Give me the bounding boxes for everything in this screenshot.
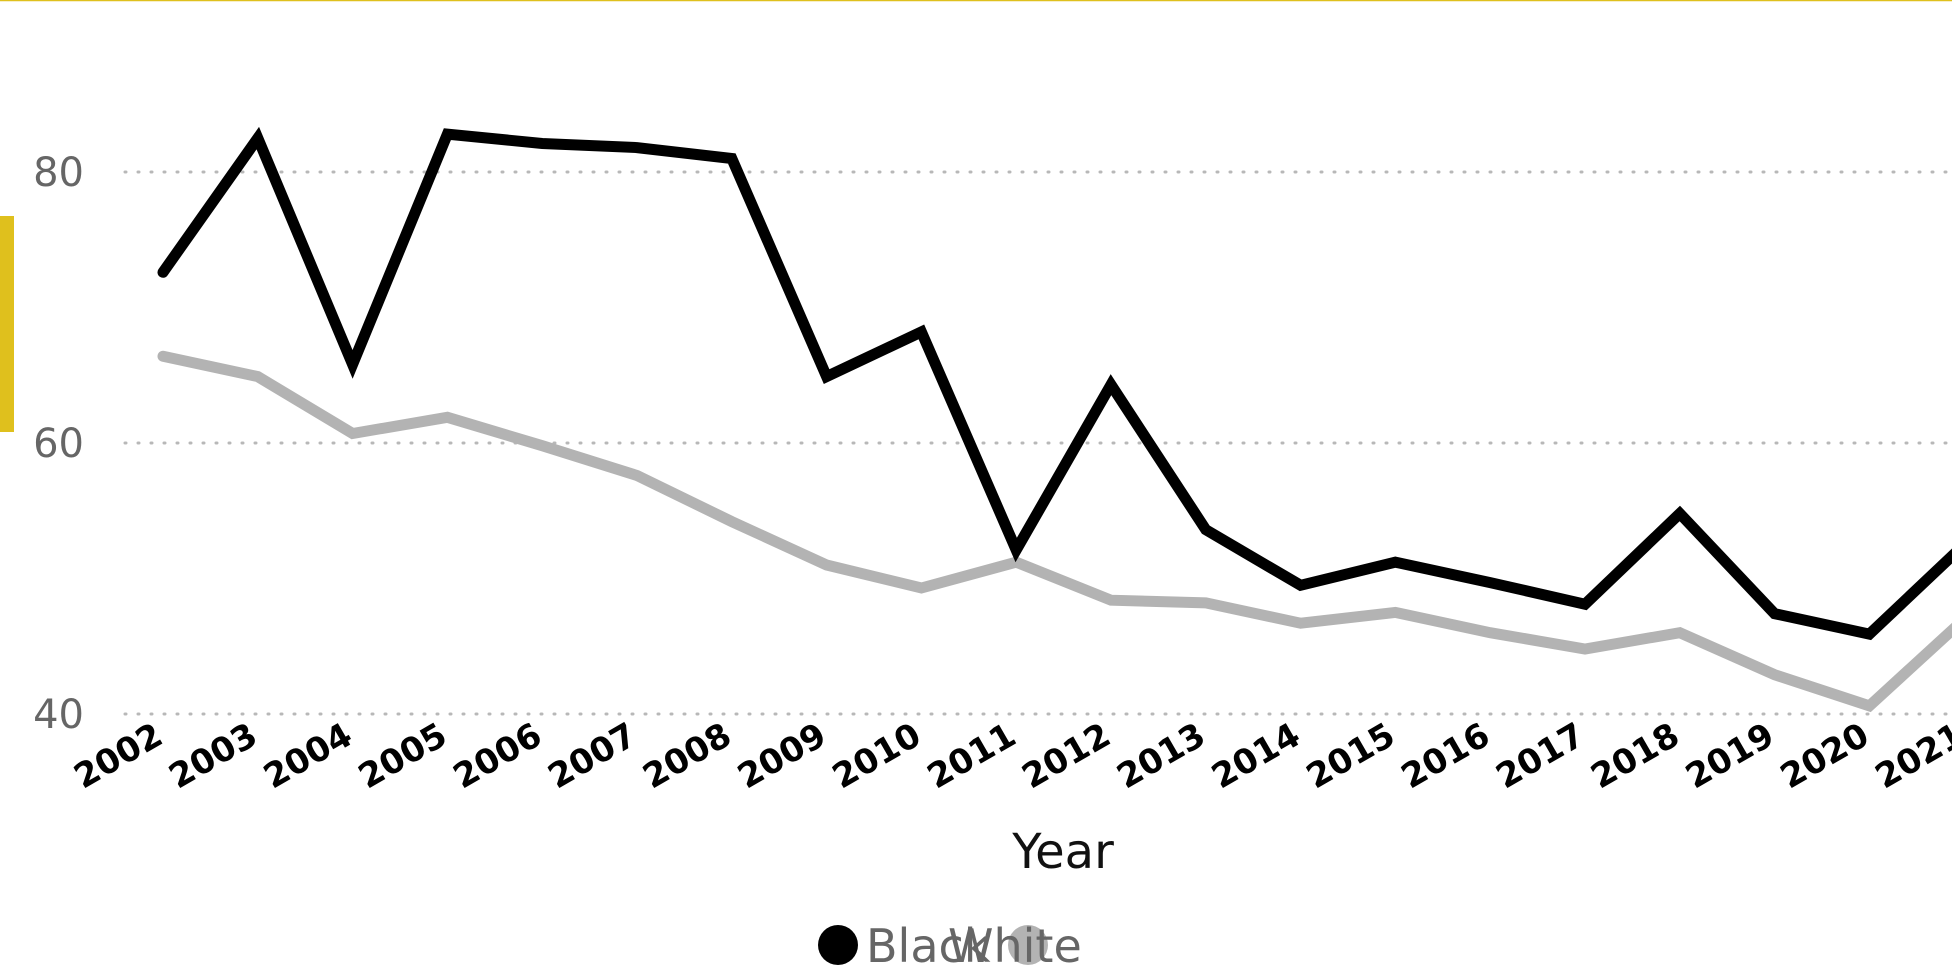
gridlines <box>123 170 1952 716</box>
x-tick-label: 2006 <box>447 715 549 797</box>
legend-swatch-black <box>818 925 858 965</box>
x-tick-label: 2016 <box>1395 715 1497 797</box>
x-tick-label: 2017 <box>1490 715 1592 797</box>
x-tick-label: 2019 <box>1679 715 1781 797</box>
legend-label-black: Black <box>866 919 991 971</box>
x-tick-label: 2008 <box>636 715 738 797</box>
x-tick-label: 2015 <box>1300 715 1402 797</box>
left-accent-marker <box>0 216 14 432</box>
x-tick-label: 2013 <box>1110 715 1212 797</box>
y-axis-ticks: 40 60 80 <box>33 150 84 738</box>
x-tick-label: 2014 <box>1205 715 1307 797</box>
x-tick-label: 2003 <box>162 715 264 797</box>
x-tick-label: 2007 <box>542 715 644 797</box>
x-axis-title: Year <box>1011 824 1114 880</box>
x-tick-label: 2010 <box>826 715 928 797</box>
x-axis-ticks: 2002200320042005200620072008200920102011… <box>68 715 1952 797</box>
legend-swatch-white <box>1008 925 1048 965</box>
x-tick-label: 2012 <box>1016 715 1118 797</box>
x-tick-label: 2021 <box>1869 715 1952 797</box>
y-tick-label: 40 <box>33 692 84 738</box>
x-tick-label: 2004 <box>257 715 359 797</box>
series-line-white <box>157 350 1952 713</box>
series-line-black <box>157 126 1952 641</box>
x-tick-label: 2011 <box>921 715 1023 797</box>
legend-label-white: White <box>948 919 1082 971</box>
y-tick-label: 80 <box>33 150 84 196</box>
series-lines <box>157 126 1952 713</box>
x-tick-label: 2020 <box>1774 715 1876 797</box>
x-tick-label: 2005 <box>352 715 454 797</box>
y-tick-label: 60 <box>33 421 84 467</box>
x-tick-label: 2018 <box>1584 715 1686 797</box>
x-tick-label: 2009 <box>731 715 833 797</box>
